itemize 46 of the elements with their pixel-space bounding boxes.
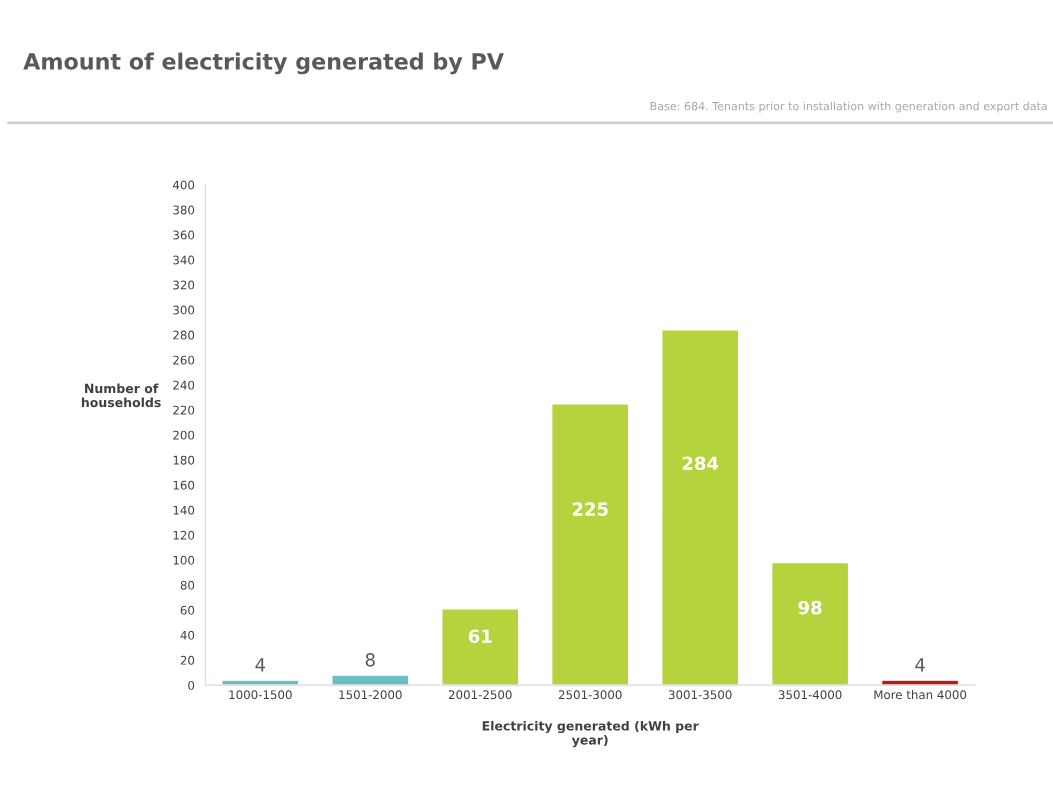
y-tick-label: 260 [173, 355, 195, 365]
y-tick-label: 280 [173, 330, 195, 340]
y-tick-label: 180 [173, 455, 195, 465]
bar [551, 402, 630, 686]
bar [331, 674, 410, 686]
y-tick-label: 120 [173, 530, 195, 540]
bar [221, 679, 300, 686]
y-tick-label: 40 [180, 630, 195, 640]
x-tick-label: 1000-1500 [229, 690, 292, 700]
bar [441, 608, 520, 686]
x-tick-label: More than 4000 [874, 690, 967, 700]
y-tick-label: 100 [173, 555, 195, 565]
data-label: 284 [682, 456, 719, 471]
y-tick-label: 360 [173, 230, 195, 240]
y-tick-label: 140 [173, 505, 195, 515]
data-label: 225 [572, 502, 608, 516]
x-tick-label: 3001-3500 [668, 690, 732, 700]
y-axis-title: Number of households [81, 383, 161, 408]
y-tick-label: 220 [173, 405, 195, 415]
y-tick-label: 200 [173, 430, 195, 440]
x-axis-title: Electricity generated (kWh per year) [482, 720, 699, 748]
x-tick-label: 3501-4000 [778, 690, 842, 700]
chart-title: Amount of electricity generated by PV [23, 52, 504, 75]
chart-subtitle: Base: 684. Tenants prior to installation with generation and export data [650, 101, 1047, 113]
y-tick-label: 340 [173, 255, 195, 265]
y-tick-label: 300 [173, 305, 195, 315]
y-tick-label: 60 [180, 605, 195, 615]
y-tick-label: 160 [173, 480, 195, 490]
y-tick-label: 380 [173, 205, 195, 215]
y-tick-label: 320 [173, 280, 195, 290]
data-label: 8 [365, 652, 375, 667]
x-tick-label: 2001-2500 [448, 690, 512, 700]
x-tick-label: 2501-3000 [558, 690, 622, 700]
data-label: 4 [255, 658, 266, 672]
bar [660, 329, 740, 686]
data-label: 61 [468, 629, 492, 644]
data-label: 4 [915, 658, 925, 672]
y-tick-label: 240 [173, 380, 195, 390]
y-tick-label: 0 [188, 680, 195, 690]
y-tick-label: 80 [180, 580, 195, 590]
y-tick-label: 20 [180, 655, 195, 665]
data-label: 98 [798, 600, 822, 615]
y-tick-label: 400 [172, 180, 195, 190]
x-tick-label: 1501-2000 [339, 690, 402, 700]
bar [770, 561, 850, 686]
bar [880, 679, 960, 686]
